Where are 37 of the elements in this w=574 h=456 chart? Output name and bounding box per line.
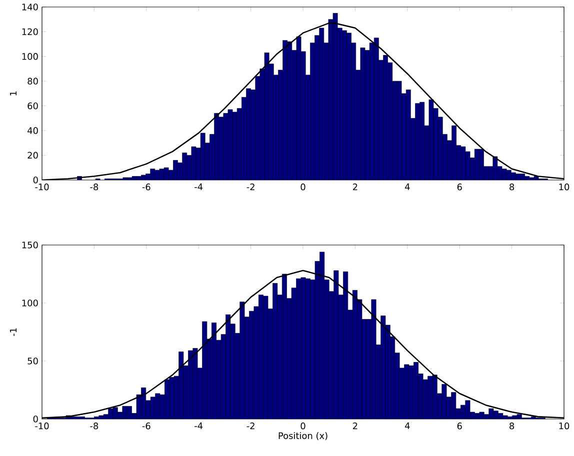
y-tick-label: 0	[33, 176, 38, 184]
y-tick-label: 100	[22, 300, 38, 306]
y-axis-title: 1	[10, 91, 17, 96]
x-tick-label: 2	[353, 184, 358, 190]
x-tick-label: 6	[457, 184, 462, 190]
x-tick-label: 0	[300, 184, 306, 190]
y-tick-label: 60	[28, 102, 38, 110]
x-tick-label: -6	[142, 184, 150, 190]
x-tick-label: -10	[35, 184, 49, 190]
y-tick-label: 150	[22, 242, 38, 248]
x-tick-label: 2	[353, 422, 358, 430]
x-tick-label: 10	[559, 184, 570, 190]
x-tick-label: 10	[559, 422, 570, 430]
y-tick-label: 50	[28, 358, 38, 364]
x-tick-label: -8	[90, 184, 98, 190]
x-tick-label: -2	[246, 422, 254, 430]
x-tick-label: -10	[35, 422, 49, 430]
x-tick-label: 4	[404, 422, 410, 430]
x-tick-label: 4	[404, 184, 410, 190]
y-tick-label: 140	[22, 4, 38, 10]
x-tick-label: -8	[90, 422, 98, 430]
x-tick-label: 6	[457, 422, 462, 430]
x-tick-label: -2	[246, 184, 254, 190]
y-tick-label: 20	[28, 152, 38, 159]
y-tick-label: 100	[22, 53, 38, 60]
x-tick-label: 0	[300, 422, 306, 430]
y-axis-title: -1	[10, 328, 17, 336]
y-tick-label: 0	[33, 416, 38, 422]
x-tick-label: -4	[194, 422, 203, 430]
y-tick-label: 80	[28, 78, 38, 85]
y-tick-label: 40	[28, 127, 38, 134]
x-tick-label: -6	[142, 422, 150, 430]
x-axis-title: Position (x)	[278, 432, 328, 440]
x-tick-label: -4	[194, 184, 203, 190]
x-tick-label: 8	[510, 422, 514, 430]
y-tick-label: 120	[22, 28, 38, 36]
x-tick-label: 8	[510, 184, 514, 190]
